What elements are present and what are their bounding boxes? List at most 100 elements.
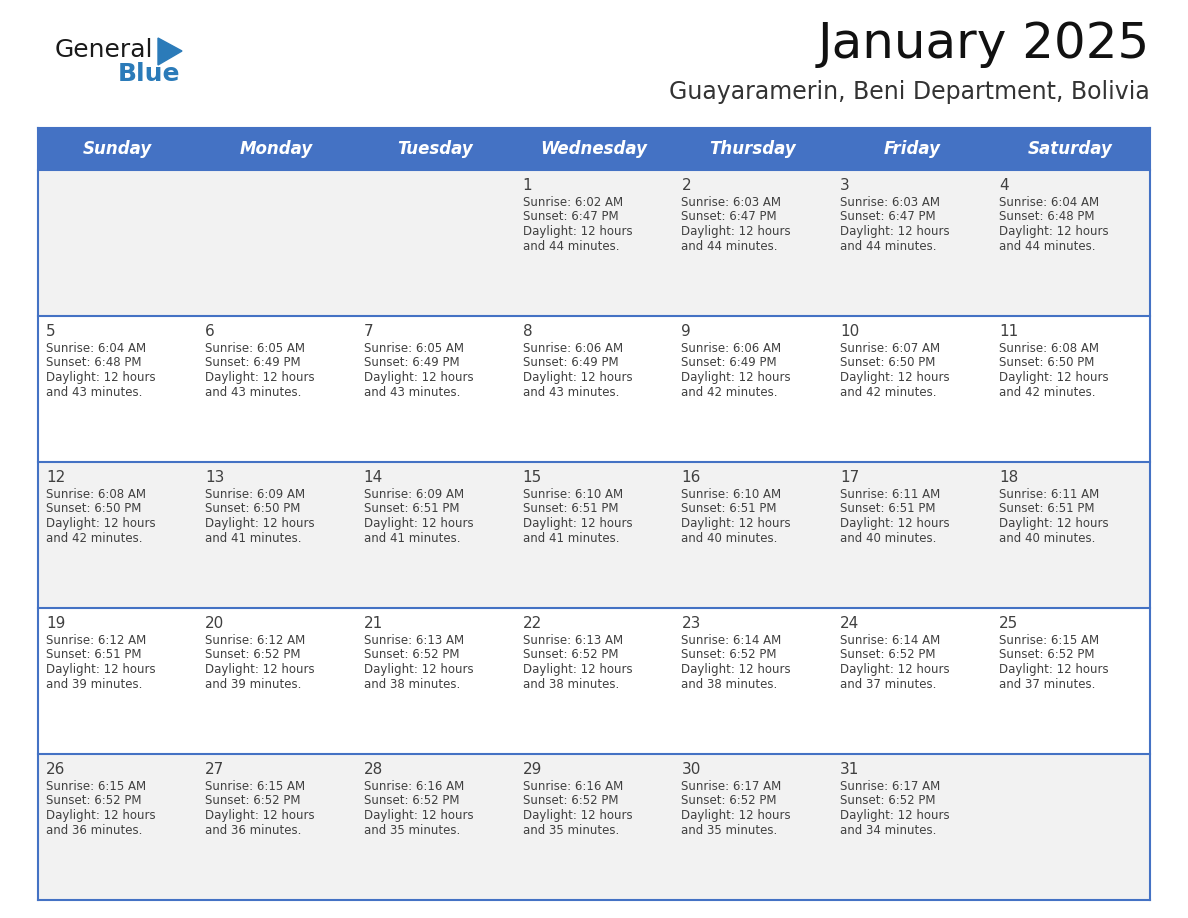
Text: Daylight: 12 hours: Daylight: 12 hours [523, 225, 632, 238]
Text: Sunset: 6:52 PM: Sunset: 6:52 PM [204, 794, 301, 808]
Text: Sunset: 6:48 PM: Sunset: 6:48 PM [46, 356, 141, 370]
Text: Sunrise: 6:17 AM: Sunrise: 6:17 AM [840, 780, 941, 793]
Text: 8: 8 [523, 324, 532, 339]
Text: 17: 17 [840, 470, 860, 485]
Text: Thursday: Thursday [709, 140, 796, 158]
Text: and 43 minutes.: and 43 minutes. [46, 386, 143, 398]
Text: Sunset: 6:47 PM: Sunset: 6:47 PM [523, 210, 618, 223]
Text: 6: 6 [204, 324, 215, 339]
Text: and 44 minutes.: and 44 minutes. [840, 240, 937, 252]
Text: Daylight: 12 hours: Daylight: 12 hours [46, 809, 156, 822]
Text: and 44 minutes.: and 44 minutes. [999, 240, 1095, 252]
Text: and 44 minutes.: and 44 minutes. [523, 240, 619, 252]
Text: Daylight: 12 hours: Daylight: 12 hours [840, 517, 950, 530]
Text: Sunrise: 6:14 AM: Sunrise: 6:14 AM [682, 634, 782, 647]
Text: and 35 minutes.: and 35 minutes. [364, 823, 460, 836]
Text: Sunset: 6:50 PM: Sunset: 6:50 PM [46, 502, 141, 516]
Text: and 36 minutes.: and 36 minutes. [46, 823, 143, 836]
Text: Daylight: 12 hours: Daylight: 12 hours [682, 225, 791, 238]
Text: Daylight: 12 hours: Daylight: 12 hours [523, 663, 632, 676]
Text: Sunset: 6:51 PM: Sunset: 6:51 PM [46, 648, 141, 662]
Text: Daylight: 12 hours: Daylight: 12 hours [682, 809, 791, 822]
Text: Friday: Friday [883, 140, 940, 158]
Text: 15: 15 [523, 470, 542, 485]
Polygon shape [158, 38, 182, 65]
Text: and 42 minutes.: and 42 minutes. [46, 532, 143, 544]
Text: Sunrise: 6:08 AM: Sunrise: 6:08 AM [46, 488, 146, 501]
Text: Tuesday: Tuesday [397, 140, 473, 158]
Text: and 38 minutes.: and 38 minutes. [682, 677, 778, 690]
Text: Daylight: 12 hours: Daylight: 12 hours [364, 663, 473, 676]
Text: Sunset: 6:52 PM: Sunset: 6:52 PM [46, 794, 141, 808]
Text: Daylight: 12 hours: Daylight: 12 hours [364, 517, 473, 530]
Text: Daylight: 12 hours: Daylight: 12 hours [523, 517, 632, 530]
Text: 30: 30 [682, 762, 701, 777]
Bar [38, 608, 1150, 754]
Text: 10: 10 [840, 324, 860, 339]
Text: and 41 minutes.: and 41 minutes. [523, 532, 619, 544]
Text: 26: 26 [46, 762, 65, 777]
Text: 27: 27 [204, 762, 225, 777]
Text: Sunrise: 6:12 AM: Sunrise: 6:12 AM [46, 634, 146, 647]
Text: Sunrise: 6:03 AM: Sunrise: 6:03 AM [682, 196, 782, 209]
Text: Sunrise: 6:17 AM: Sunrise: 6:17 AM [682, 780, 782, 793]
Text: January 2025: January 2025 [817, 20, 1150, 68]
Text: Daylight: 12 hours: Daylight: 12 hours [46, 663, 156, 676]
Text: Sunrise: 6:02 AM: Sunrise: 6:02 AM [523, 196, 623, 209]
Text: 7: 7 [364, 324, 373, 339]
Text: 20: 20 [204, 616, 225, 631]
Text: and 35 minutes.: and 35 minutes. [682, 823, 778, 836]
Text: Sunset: 6:52 PM: Sunset: 6:52 PM [523, 794, 618, 808]
Text: Daylight: 12 hours: Daylight: 12 hours [840, 663, 950, 676]
Text: and 40 minutes.: and 40 minutes. [999, 532, 1095, 544]
Text: Daylight: 12 hours: Daylight: 12 hours [840, 371, 950, 384]
Text: Monday: Monday [240, 140, 312, 158]
Text: Sunset: 6:47 PM: Sunset: 6:47 PM [682, 210, 777, 223]
Text: Sunrise: 6:16 AM: Sunrise: 6:16 AM [523, 780, 623, 793]
Text: Daylight: 12 hours: Daylight: 12 hours [999, 225, 1108, 238]
Bar [38, 316, 1150, 462]
Text: Sunset: 6:52 PM: Sunset: 6:52 PM [204, 648, 301, 662]
Text: Sunrise: 6:09 AM: Sunrise: 6:09 AM [364, 488, 463, 501]
Text: Sunset: 6:52 PM: Sunset: 6:52 PM [999, 648, 1094, 662]
Text: Sunrise: 6:11 AM: Sunrise: 6:11 AM [840, 488, 941, 501]
Text: Sunset: 6:51 PM: Sunset: 6:51 PM [523, 502, 618, 516]
Text: Sunrise: 6:16 AM: Sunrise: 6:16 AM [364, 780, 465, 793]
Text: Blue: Blue [118, 62, 181, 86]
Text: and 39 minutes.: and 39 minutes. [46, 677, 143, 690]
Text: and 38 minutes.: and 38 minutes. [364, 677, 460, 690]
Text: and 43 minutes.: and 43 minutes. [523, 386, 619, 398]
Text: 28: 28 [364, 762, 383, 777]
Text: Sunrise: 6:06 AM: Sunrise: 6:06 AM [682, 342, 782, 355]
Text: Sunset: 6:51 PM: Sunset: 6:51 PM [999, 502, 1094, 516]
Text: 9: 9 [682, 324, 691, 339]
Text: Sunset: 6:48 PM: Sunset: 6:48 PM [999, 210, 1094, 223]
Text: Sunset: 6:47 PM: Sunset: 6:47 PM [840, 210, 936, 223]
Text: Sunrise: 6:13 AM: Sunrise: 6:13 AM [523, 634, 623, 647]
Text: 19: 19 [46, 616, 65, 631]
Text: Sunset: 6:50 PM: Sunset: 6:50 PM [840, 356, 936, 370]
Text: Sunset: 6:52 PM: Sunset: 6:52 PM [364, 794, 460, 808]
Text: and 42 minutes.: and 42 minutes. [999, 386, 1095, 398]
Text: Sunset: 6:52 PM: Sunset: 6:52 PM [523, 648, 618, 662]
Text: Daylight: 12 hours: Daylight: 12 hours [204, 371, 315, 384]
Text: Sunset: 6:51 PM: Sunset: 6:51 PM [682, 502, 777, 516]
Text: and 42 minutes.: and 42 minutes. [840, 386, 937, 398]
Bar [38, 462, 1150, 608]
Text: and 43 minutes.: and 43 minutes. [364, 386, 460, 398]
Text: Sunset: 6:49 PM: Sunset: 6:49 PM [204, 356, 301, 370]
Text: 31: 31 [840, 762, 860, 777]
Text: Sunrise: 6:04 AM: Sunrise: 6:04 AM [999, 196, 1099, 209]
Text: Sunrise: 6:15 AM: Sunrise: 6:15 AM [46, 780, 146, 793]
Text: Sunrise: 6:15 AM: Sunrise: 6:15 AM [999, 634, 1099, 647]
Text: Sunrise: 6:11 AM: Sunrise: 6:11 AM [999, 488, 1099, 501]
Text: 12: 12 [46, 470, 65, 485]
Text: 4: 4 [999, 178, 1009, 193]
Text: Sunset: 6:52 PM: Sunset: 6:52 PM [364, 648, 460, 662]
Text: Daylight: 12 hours: Daylight: 12 hours [682, 663, 791, 676]
Text: Sunset: 6:50 PM: Sunset: 6:50 PM [999, 356, 1094, 370]
Text: Daylight: 12 hours: Daylight: 12 hours [523, 371, 632, 384]
Text: Daylight: 12 hours: Daylight: 12 hours [46, 517, 156, 530]
Text: Daylight: 12 hours: Daylight: 12 hours [523, 809, 632, 822]
Text: and 36 minutes.: and 36 minutes. [204, 823, 302, 836]
